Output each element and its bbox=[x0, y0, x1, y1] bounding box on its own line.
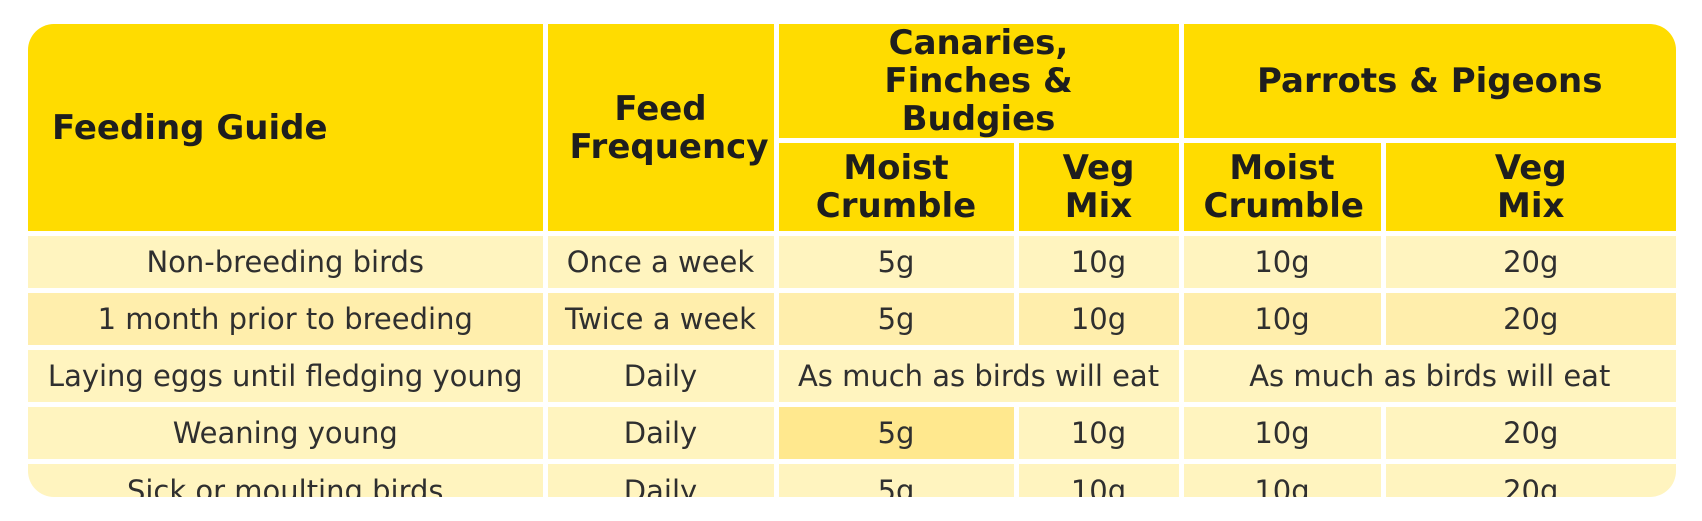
table-row: Non-breeding birds Once a week 5g 10g 10… bbox=[28, 231, 1676, 293]
amount-veg-mix-small-birds: 10g bbox=[1013, 459, 1184, 497]
row-stage-label: Sick or moulting birds bbox=[28, 459, 548, 497]
row-stage-label: Laying eggs until fledging young bbox=[28, 345, 548, 407]
merged-amount-large-birds: As much as birds will eat bbox=[1178, 345, 1676, 407]
row-stage-label: Weaning young bbox=[28, 402, 548, 464]
row-frequency: Daily bbox=[542, 345, 779, 407]
table-row: Weaning young Daily 5g 10g 10g 20g bbox=[28, 402, 1676, 464]
amount-veg-mix-large-birds: 20g bbox=[1380, 402, 1676, 464]
merged-amount-small-birds: As much as birds will eat bbox=[773, 345, 1184, 407]
amount-moist-crumble-large-birds: 10g bbox=[1178, 231, 1386, 293]
amount-moist-crumble-large-birds: 10g bbox=[1178, 459, 1386, 497]
table-row: Laying eggs until fledging young Daily A… bbox=[28, 345, 1676, 407]
amount-veg-mix-small-birds: 10g bbox=[1013, 402, 1184, 464]
header-group-canaries-finches-budgies: Canaries, Finches & Budgies bbox=[773, 24, 1184, 143]
table-row: Sick or moulting birds Daily 5g 10g 10g … bbox=[28, 459, 1676, 497]
amount-moist-crumble-large-birds: 10g bbox=[1178, 288, 1386, 350]
amount-veg-mix-large-birds: 20g bbox=[1380, 459, 1676, 497]
header-moist-crumble-large-birds: Moist Crumble bbox=[1178, 138, 1386, 236]
amount-moist-crumble-small-birds: 5g bbox=[773, 459, 1019, 497]
feeding-guide-table-container: Feeding Guide Feed Frequency Canaries, F… bbox=[28, 24, 1676, 497]
header-feed-frequency: Feed Frequency bbox=[542, 24, 779, 236]
amount-moist-crumble-small-birds: 5g bbox=[773, 288, 1019, 350]
header-veg-mix-large-birds: Veg Mix bbox=[1380, 138, 1676, 236]
amount-veg-mix-large-birds: 20g bbox=[1380, 288, 1676, 350]
row-frequency: Daily bbox=[542, 459, 779, 497]
table-title: Feeding Guide bbox=[28, 24, 548, 236]
header-veg-mix-small-birds: Veg Mix bbox=[1013, 138, 1184, 236]
row-frequency: Twice a week bbox=[542, 288, 779, 350]
amount-moist-crumble-small-birds: 5g bbox=[773, 231, 1019, 293]
header-row-columns: Moist Crumble Veg Mix Moist Crumble Veg … bbox=[28, 138, 1676, 236]
amount-veg-mix-small-birds: 10g bbox=[1013, 231, 1184, 293]
feeding-guide-table: Feeding Guide Feed Frequency Canaries, F… bbox=[28, 24, 1676, 497]
table-row: 1 month prior to breeding Twice a week 5… bbox=[28, 288, 1676, 350]
header-group-parrots-pigeons: Parrots & Pigeons bbox=[1178, 24, 1676, 143]
row-stage-label: Non-breeding birds bbox=[28, 231, 548, 293]
amount-veg-mix-large-birds: 20g bbox=[1380, 231, 1676, 293]
header-moist-crumble-small-birds: Moist Crumble bbox=[776, 138, 1019, 236]
amount-moist-crumble-small-birds: 5g bbox=[773, 402, 1019, 464]
row-frequency: Daily bbox=[542, 402, 779, 464]
row-frequency: Once a week bbox=[542, 231, 779, 293]
amount-veg-mix-small-birds: 10g bbox=[1013, 288, 1184, 350]
amount-moist-crumble-large-birds: 10g bbox=[1178, 402, 1386, 464]
header-row-groups: Feeding Guide Feed Frequency Canaries, F… bbox=[28, 24, 1676, 236]
row-stage-label: 1 month prior to breeding bbox=[28, 288, 548, 350]
